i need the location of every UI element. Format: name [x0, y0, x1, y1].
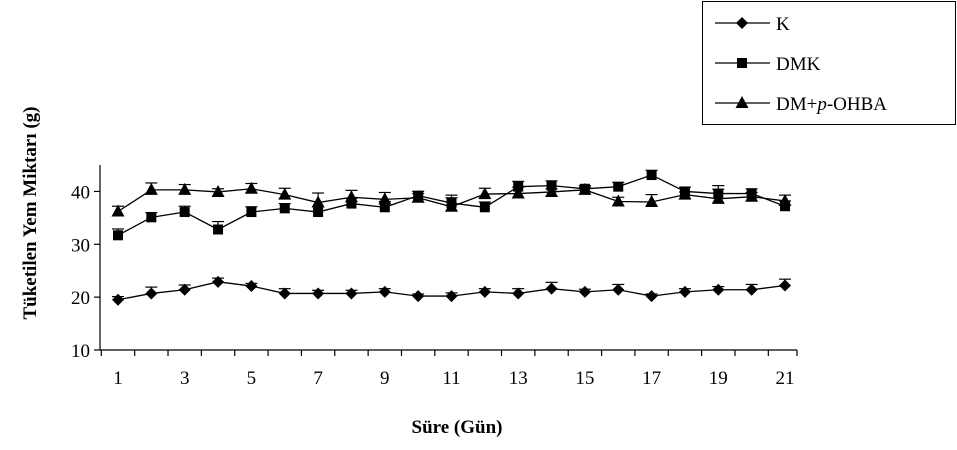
x-tick-label: 1 [113, 368, 123, 389]
data-point-square [279, 203, 290, 214]
data-point-diamond [212, 275, 225, 288]
data-point-diamond [112, 293, 124, 306]
data-point-diamond [345, 287, 358, 300]
data-point-diamond [412, 290, 425, 303]
data-point-diamond [478, 285, 491, 298]
y-tick-label: 40 [71, 182, 90, 203]
legend-marker-square [737, 58, 747, 68]
data-point-square [346, 198, 357, 209]
data-point-triangle [178, 182, 192, 195]
legend-marker-triangle [735, 96, 749, 108]
data-point-triangle [611, 194, 625, 207]
data-point-diamond [378, 285, 391, 298]
data-point-triangle [411, 190, 425, 203]
data-point-diamond [712, 283, 725, 296]
data-point-square [613, 181, 624, 192]
data-point-triangle [678, 187, 692, 200]
data-point-square [313, 207, 324, 218]
x-tick-label: 17 [642, 368, 661, 389]
x-tick-label: 7 [313, 368, 323, 389]
x-tick-label: 19 [709, 368, 728, 389]
x-tick-label: 15 [575, 368, 594, 389]
data-point-square [179, 207, 190, 218]
data-point-triangle [278, 187, 292, 200]
data-point-diamond [445, 290, 458, 303]
data-point-triangle [711, 191, 725, 204]
data-point-triangle [445, 199, 458, 212]
data-point-triangle [311, 195, 325, 208]
x-tick-label: 3 [180, 368, 190, 389]
data-point-diamond [678, 285, 691, 298]
data-point-triangle [511, 186, 525, 199]
data-point-diamond [645, 290, 658, 303]
data-point-diamond [545, 282, 558, 295]
data-point-triangle [745, 189, 759, 202]
data-point-triangle [344, 190, 358, 203]
data-point-triangle [378, 192, 392, 205]
data-point-triangle [545, 184, 559, 197]
legend-label: K [776, 14, 790, 35]
data-point-diamond [745, 283, 758, 296]
data-point-square [780, 201, 790, 212]
legend: K DMK DM+p-OHBA [702, 1, 956, 125]
data-point-diamond [145, 287, 158, 300]
data-point-diamond [612, 283, 625, 296]
y-axis-title: Tüketilen Yem Miktarı (g) [20, 106, 41, 319]
data-point-square [213, 224, 224, 235]
data-point-diamond [278, 287, 291, 300]
data-point-diamond [312, 287, 325, 300]
data-point-square [646, 170, 657, 181]
data-markers [111, 170, 792, 306]
x-tick-label: 21 [776, 368, 795, 389]
data-point-diamond [578, 285, 591, 298]
data-point-triangle [244, 181, 258, 194]
data-point-square [379, 202, 390, 213]
data-point-diamond [245, 280, 258, 293]
x-tick-label: 9 [380, 368, 390, 389]
data-point-diamond [512, 287, 525, 300]
x-tick-label: 11 [442, 368, 460, 389]
data-point-triangle [478, 187, 492, 200]
x-axis-title: Süre (Gün) [412, 417, 503, 438]
data-point-diamond [178, 283, 191, 296]
x-tick-label: 5 [247, 368, 257, 389]
data-point-diamond [779, 279, 791, 292]
y-tick-label: 10 [71, 341, 90, 362]
y-axis-title-group: Tüketilen Yem Miktarı (g) [20, 106, 41, 319]
data-point-triangle [578, 182, 592, 195]
data-point-triangle [144, 182, 158, 195]
x-tick-label: 13 [509, 368, 528, 389]
data-point-triangle [211, 184, 225, 197]
legend-marker-diamond [736, 17, 748, 29]
y-tick-label: 30 [71, 235, 90, 256]
axes [94, 165, 798, 356]
legend-label: DMK [776, 54, 821, 75]
data-point-triangle [778, 193, 792, 206]
data-point-triangle [645, 195, 659, 207]
data-point-square [479, 202, 490, 213]
data-point-square [246, 207, 257, 218]
data-point-square [146, 212, 157, 223]
data-point-triangle [111, 204, 125, 217]
data-point-square [113, 230, 123, 241]
y-tick-label: 20 [71, 288, 90, 309]
legend-label: DM+p-OHBA [776, 94, 887, 115]
